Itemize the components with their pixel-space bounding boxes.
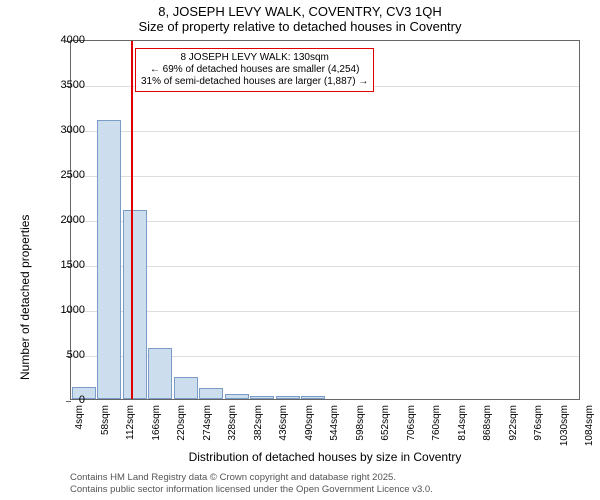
- xtick-label: 760sqm: [431, 405, 442, 441]
- histogram-bar: [199, 388, 223, 399]
- y-axis-label: Number of detached properties: [18, 215, 32, 380]
- xtick-label: 436sqm: [278, 405, 289, 441]
- xtick-label: 166sqm: [151, 405, 162, 441]
- histogram-bar: [301, 396, 325, 399]
- xtick-label: 868sqm: [482, 405, 493, 441]
- ytick-label: 1000: [45, 304, 85, 316]
- xtick-label: 274sqm: [202, 405, 213, 441]
- attribution-footer: Contains HM Land Registry data © Crown c…: [70, 472, 433, 496]
- xtick-label: 112sqm: [125, 405, 136, 440]
- grid-line: [71, 266, 579, 267]
- footer-line2: Contains public sector information licen…: [70, 484, 433, 496]
- xtick-label: 598sqm: [355, 405, 366, 441]
- grid-line: [71, 221, 579, 222]
- chart-area: 8 JOSEPH LEVY WALK: 130sqm ← 69% of deta…: [70, 40, 580, 400]
- grid-line: [71, 131, 579, 132]
- xtick-label: 814sqm: [457, 405, 468, 441]
- ytick-label: 0: [45, 394, 85, 406]
- ytick-label: 3500: [45, 79, 85, 91]
- marker-line: [131, 41, 133, 399]
- histogram-bar: [174, 377, 198, 399]
- histogram-bar: [123, 210, 147, 399]
- xtick-label: 490sqm: [304, 405, 315, 441]
- histogram-bar: [225, 394, 249, 399]
- grid-line: [71, 176, 579, 177]
- ytick-label: 2500: [45, 169, 85, 181]
- xtick-label: 544sqm: [329, 405, 340, 441]
- xtick-label: 1030sqm: [559, 405, 570, 446]
- plot-region: [70, 40, 580, 400]
- annotation-line2: ← 69% of detached houses are smaller (4,…: [141, 64, 368, 76]
- xtick-label: 976sqm: [533, 405, 544, 441]
- xtick-label: 4sqm: [74, 405, 85, 429]
- histogram-bar: [250, 396, 274, 399]
- histogram-bar: [148, 348, 172, 399]
- grid-line: [71, 311, 579, 312]
- footer-line1: Contains HM Land Registry data © Crown c…: [70, 472, 433, 484]
- xtick-label: 652sqm: [380, 405, 391, 441]
- chart-title-block: 8, JOSEPH LEVY WALK, COVENTRY, CV3 1QH S…: [0, 0, 600, 34]
- xtick-label: 382sqm: [253, 405, 264, 441]
- ytick-label: 3000: [45, 124, 85, 136]
- xtick-label: 1084sqm: [584, 405, 595, 446]
- histogram-bar: [276, 396, 300, 399]
- xtick-label: 706sqm: [406, 405, 417, 441]
- xtick-label: 220sqm: [176, 405, 187, 441]
- ytick-label: 4000: [45, 34, 85, 46]
- xtick-label: 328sqm: [227, 405, 238, 441]
- xtick-label: 922sqm: [508, 405, 519, 441]
- annotation-line1: 8 JOSEPH LEVY WALK: 130sqm: [141, 52, 368, 64]
- histogram-bar: [97, 120, 121, 399]
- ytick-label: 2000: [45, 214, 85, 226]
- annotation-line3: 31% of semi-detached houses are larger (…: [141, 76, 368, 88]
- xtick-label: 58sqm: [100, 405, 111, 435]
- ytick-label: 1500: [45, 259, 85, 271]
- ytick-label: 500: [45, 349, 85, 361]
- chart-title-line1: 8, JOSEPH LEVY WALK, COVENTRY, CV3 1QH: [0, 4, 600, 19]
- annotation-box: 8 JOSEPH LEVY WALK: 130sqm ← 69% of deta…: [135, 48, 374, 92]
- x-axis-label: Distribution of detached houses by size …: [70, 450, 580, 464]
- chart-title-line2: Size of property relative to detached ho…: [0, 19, 600, 34]
